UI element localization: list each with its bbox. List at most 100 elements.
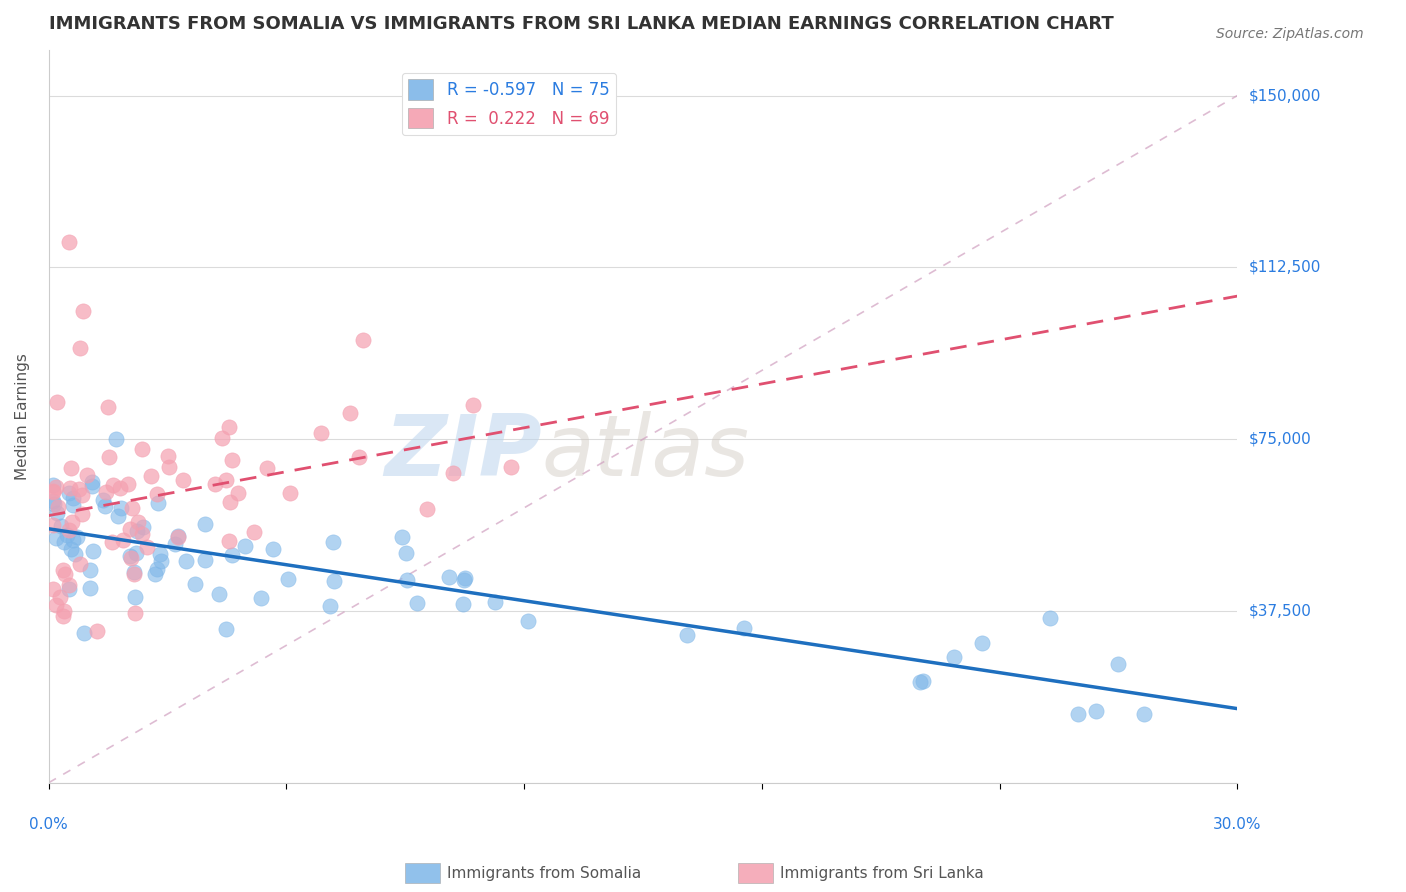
Point <box>67 483 90 497</box>
Text: 0.0%: 0.0% <box>30 817 67 832</box>
Text: $150,000: $150,000 <box>1249 88 1320 103</box>
Point <box>66 531 89 545</box>
Point <box>218 419 240 434</box>
Point <box>122 565 145 579</box>
Point <box>339 407 361 421</box>
Point <box>108 481 131 495</box>
Point <box>218 533 240 548</box>
Point <box>45 531 67 545</box>
Point <box>132 520 155 534</box>
Point <box>501 460 523 475</box>
Point <box>52 563 75 577</box>
Point <box>45 507 67 521</box>
Point <box>104 432 127 446</box>
Point <box>141 468 163 483</box>
Point <box>93 499 115 513</box>
Point <box>262 542 284 557</box>
Point <box>69 557 91 571</box>
Point <box>146 562 169 576</box>
Point <box>484 595 506 609</box>
Point <box>49 519 72 533</box>
Point <box>41 483 63 498</box>
Point <box>58 486 80 500</box>
Point <box>463 398 485 412</box>
Point <box>166 530 188 544</box>
Text: ZIP: ZIP <box>384 411 541 494</box>
Point <box>82 544 104 558</box>
Point <box>94 484 117 499</box>
Point <box>250 591 273 606</box>
Point <box>215 473 238 487</box>
Point <box>172 473 194 487</box>
Point <box>211 431 233 445</box>
Point <box>451 597 474 611</box>
Point <box>215 623 238 637</box>
Point <box>41 493 63 508</box>
Point <box>278 486 301 500</box>
Point <box>122 566 145 581</box>
Point <box>194 553 217 567</box>
Point <box>97 400 120 414</box>
Point <box>145 567 167 582</box>
Point <box>124 591 146 605</box>
Point <box>59 482 82 496</box>
Point <box>242 524 264 539</box>
Point <box>277 572 299 586</box>
Point <box>46 500 69 515</box>
Point <box>110 500 132 515</box>
Point <box>69 341 91 355</box>
Point <box>233 540 256 554</box>
Point <box>1107 657 1129 671</box>
Point <box>406 596 429 610</box>
Point <box>52 603 75 617</box>
Point <box>163 537 186 551</box>
Point <box>76 467 98 482</box>
Point <box>391 530 413 544</box>
Point <box>120 551 142 566</box>
Point <box>70 507 93 521</box>
Legend: R = -0.597   N = 75, R =  0.222   N = 69: R = -0.597 N = 75, R = 0.222 N = 69 <box>402 73 616 136</box>
Text: $112,500: $112,500 <box>1249 260 1320 275</box>
Text: $75,000: $75,000 <box>1249 432 1310 447</box>
Point <box>125 546 148 560</box>
Point <box>53 567 76 582</box>
Point <box>58 235 80 250</box>
Point <box>86 624 108 638</box>
Y-axis label: Median Earnings: Median Earnings <box>15 353 30 480</box>
Point <box>62 533 84 548</box>
Point <box>256 461 278 475</box>
Point <box>118 549 141 563</box>
Text: 30.0%: 30.0% <box>1213 817 1261 832</box>
Point <box>221 549 243 563</box>
Point <box>352 334 374 348</box>
Point <box>65 547 87 561</box>
Point <box>219 495 242 509</box>
Point <box>439 570 461 584</box>
Point <box>166 529 188 543</box>
Point <box>319 599 342 614</box>
Point <box>73 626 96 640</box>
Text: $37,500: $37,500 <box>1249 603 1312 618</box>
Point <box>52 609 75 624</box>
Point <box>58 582 80 596</box>
Point <box>42 477 65 491</box>
Point <box>149 547 172 561</box>
Point <box>72 304 94 318</box>
Point <box>441 466 464 480</box>
Point <box>80 479 103 493</box>
Point <box>1066 706 1088 721</box>
Point <box>117 477 139 491</box>
Point <box>91 493 114 508</box>
Point <box>910 674 932 689</box>
Point <box>146 487 169 501</box>
Text: Source: ZipAtlas.com: Source: ZipAtlas.com <box>1216 27 1364 41</box>
Text: Immigrants from Sri Lanka: Immigrants from Sri Lanka <box>780 866 984 880</box>
Point <box>45 598 67 612</box>
Text: IMMIGRANTS FROM SOMALIA VS IMMIGRANTS FROM SRI LANKA MEDIAN EARNINGS CORRELATION: IMMIGRANTS FROM SOMALIA VS IMMIGRANTS FR… <box>49 15 1114 33</box>
Point <box>58 578 80 592</box>
Point <box>120 522 142 536</box>
Point <box>45 480 67 494</box>
Point <box>41 518 63 533</box>
Point <box>127 516 149 530</box>
Point <box>221 453 243 467</box>
